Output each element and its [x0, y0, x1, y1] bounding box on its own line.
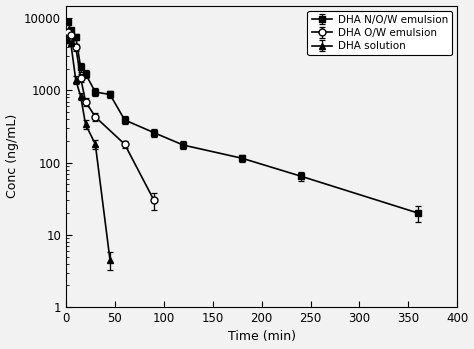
Y-axis label: Conc (ng/mL): Conc (ng/mL) — [6, 114, 18, 199]
Legend: DHA N/O/W emulsion, DHA O/W emulsion, DHA solution: DHA N/O/W emulsion, DHA O/W emulsion, DH… — [308, 11, 452, 55]
X-axis label: Time (min): Time (min) — [228, 331, 296, 343]
